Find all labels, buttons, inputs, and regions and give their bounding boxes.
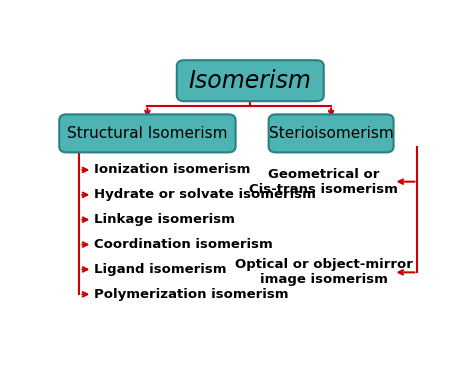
Text: Linkage isomerism: Linkage isomerism: [94, 213, 235, 226]
Text: Hydrate or solvate isomerism: Hydrate or solvate isomerism: [94, 188, 316, 201]
Text: Coordination isomerism: Coordination isomerism: [94, 238, 273, 251]
Text: Isomerism: Isomerism: [189, 69, 312, 93]
FancyBboxPatch shape: [269, 114, 393, 152]
Text: Ionization isomerism: Ionization isomerism: [94, 163, 251, 176]
Text: Optical or object-mirror
image isomerism: Optical or object-mirror image isomerism: [235, 258, 413, 287]
Text: Geometrical or
Cis-trans isomerism: Geometrical or Cis-trans isomerism: [249, 168, 398, 196]
Text: Ligand isomerism: Ligand isomerism: [94, 263, 227, 276]
FancyBboxPatch shape: [177, 60, 324, 101]
Text: Polymerization isomerism: Polymerization isomerism: [94, 288, 289, 301]
FancyBboxPatch shape: [59, 114, 236, 152]
Text: Sterioisomerism: Sterioisomerism: [269, 126, 393, 141]
Text: Structural Isomerism: Structural Isomerism: [67, 126, 228, 141]
